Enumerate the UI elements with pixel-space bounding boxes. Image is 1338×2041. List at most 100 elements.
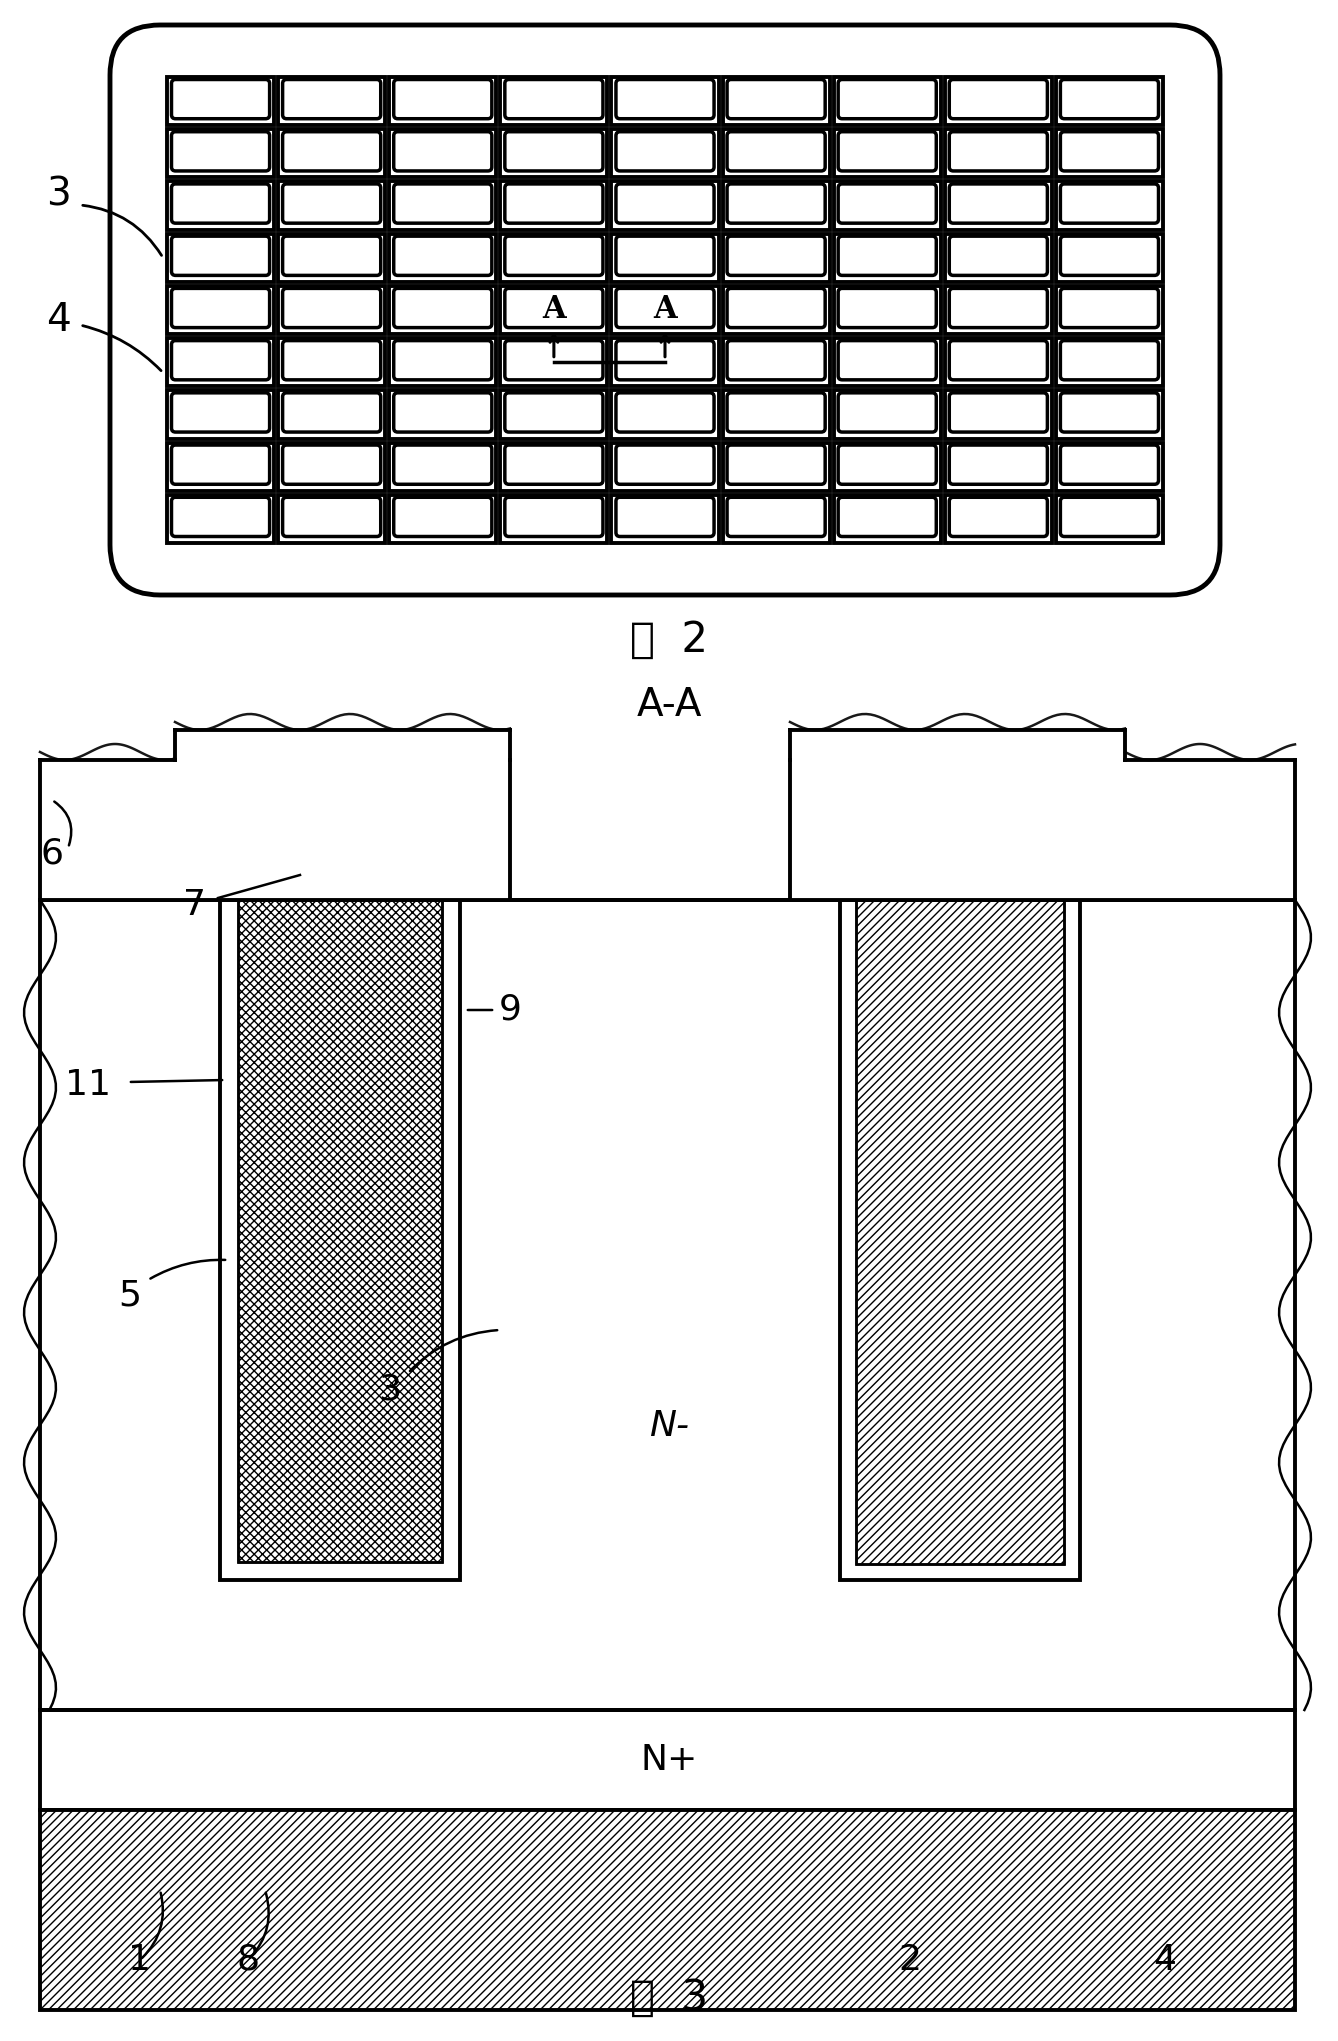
Bar [834,233,941,282]
Bar [834,339,941,386]
Bar [723,129,830,178]
Bar [167,129,274,178]
Bar [40,759,175,900]
Bar [1056,182,1163,231]
Bar [834,443,941,490]
Text: 2: 2 [899,1943,922,1978]
FancyBboxPatch shape [615,445,714,484]
FancyBboxPatch shape [615,237,714,276]
Bar [219,900,460,1580]
FancyBboxPatch shape [282,498,381,537]
Text: A: A [542,294,566,325]
Bar [389,182,496,231]
FancyBboxPatch shape [727,184,826,222]
Bar [40,900,1295,1710]
Bar [611,286,719,335]
Bar [789,731,1125,900]
FancyBboxPatch shape [949,237,1048,276]
FancyBboxPatch shape [615,498,714,537]
Bar [723,233,830,282]
FancyBboxPatch shape [504,288,603,329]
Bar [40,1810,1295,2010]
Text: A-A: A-A [637,686,701,725]
Bar [278,286,385,335]
FancyBboxPatch shape [504,392,603,433]
FancyBboxPatch shape [727,288,826,329]
FancyBboxPatch shape [727,133,826,171]
Bar [389,339,496,386]
FancyBboxPatch shape [949,184,1048,222]
FancyBboxPatch shape [838,498,937,537]
Text: N-: N- [649,1410,689,1443]
FancyBboxPatch shape [949,288,1048,329]
FancyBboxPatch shape [1061,288,1159,329]
Bar [278,494,385,543]
Text: 图  2: 图 2 [630,618,708,661]
FancyBboxPatch shape [727,237,826,276]
FancyBboxPatch shape [393,288,492,329]
FancyBboxPatch shape [1061,341,1159,380]
FancyBboxPatch shape [949,80,1048,118]
FancyBboxPatch shape [727,80,826,118]
Bar [945,339,1052,386]
FancyBboxPatch shape [393,184,492,222]
Bar [1056,233,1163,282]
Text: 8: 8 [237,1943,260,1978]
FancyBboxPatch shape [282,392,381,433]
Bar [500,339,607,386]
FancyBboxPatch shape [727,445,826,484]
Bar [500,182,607,231]
Bar [500,78,607,125]
FancyBboxPatch shape [504,237,603,276]
Bar [167,233,274,282]
Bar [1056,443,1163,490]
FancyBboxPatch shape [171,392,270,433]
FancyBboxPatch shape [171,133,270,171]
FancyBboxPatch shape [393,445,492,484]
Bar [389,286,496,335]
FancyBboxPatch shape [504,133,603,171]
FancyBboxPatch shape [838,80,937,118]
FancyBboxPatch shape [615,288,714,329]
Bar [945,494,1052,543]
Bar [1056,129,1163,178]
Bar [238,900,442,1561]
FancyBboxPatch shape [838,392,937,433]
Text: 1: 1 [128,1943,151,1978]
FancyBboxPatch shape [615,392,714,433]
FancyBboxPatch shape [1061,237,1159,276]
Bar [1056,390,1163,439]
Bar [1056,339,1163,386]
Text: 11: 11 [66,1067,111,1102]
Text: 4: 4 [1153,1943,1176,1978]
Bar [389,233,496,282]
FancyBboxPatch shape [949,392,1048,433]
Bar [611,443,719,490]
Bar [834,286,941,335]
Bar [238,900,442,1561]
FancyBboxPatch shape [615,341,714,380]
Bar [278,443,385,490]
Bar [834,78,941,125]
FancyBboxPatch shape [504,445,603,484]
FancyBboxPatch shape [393,80,492,118]
Bar [945,286,1052,335]
Bar [1056,494,1163,543]
FancyBboxPatch shape [393,392,492,433]
Bar [278,339,385,386]
FancyBboxPatch shape [727,341,826,380]
FancyBboxPatch shape [282,341,381,380]
FancyBboxPatch shape [282,288,381,329]
Bar [945,129,1052,178]
FancyBboxPatch shape [949,341,1048,380]
FancyBboxPatch shape [838,288,937,329]
Bar [723,286,830,335]
Bar [278,78,385,125]
Bar [723,339,830,386]
Bar [945,390,1052,439]
FancyBboxPatch shape [282,237,381,276]
Bar [723,390,830,439]
Bar [389,129,496,178]
Bar [389,494,496,543]
Bar [723,443,830,490]
